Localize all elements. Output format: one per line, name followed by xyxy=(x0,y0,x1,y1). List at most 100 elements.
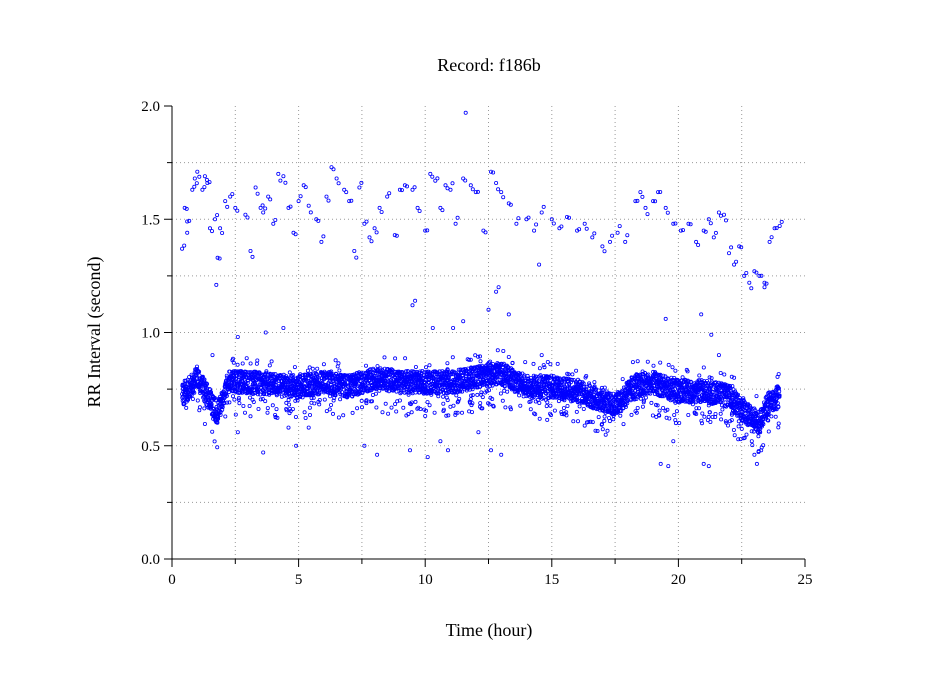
data-point xyxy=(686,412,691,417)
axes: 0 5 10 15 20 250.00.51.01.52.0 xyxy=(141,99,812,588)
data-point xyxy=(454,393,459,398)
data-point xyxy=(192,184,197,189)
data-point xyxy=(617,224,622,229)
data-point xyxy=(494,180,499,185)
data-point xyxy=(184,405,189,410)
data-point xyxy=(531,361,536,366)
y-tick-label: 2.0 xyxy=(141,99,160,115)
data-point xyxy=(422,370,427,375)
data-point xyxy=(409,410,414,415)
data-point xyxy=(706,464,711,469)
data-point xyxy=(776,372,781,377)
data-point xyxy=(666,464,671,469)
data-point xyxy=(584,226,589,231)
data-point xyxy=(608,239,613,244)
data-point xyxy=(681,228,686,233)
data-point xyxy=(635,198,640,203)
data-point xyxy=(235,362,240,367)
data-point xyxy=(394,389,399,394)
data-point xyxy=(592,380,597,385)
data-point xyxy=(209,402,214,407)
data-point xyxy=(284,408,289,413)
data-point xyxy=(204,381,209,386)
data-point xyxy=(354,380,359,385)
data-point xyxy=(463,110,468,115)
data-point xyxy=(253,185,258,190)
data-point xyxy=(496,285,501,290)
data-point xyxy=(186,385,191,390)
data-point xyxy=(336,181,341,186)
data-point xyxy=(446,413,451,418)
data-point xyxy=(517,393,522,398)
data-point xyxy=(552,408,557,413)
data-point xyxy=(711,235,716,240)
data-point xyxy=(237,401,242,406)
data-point xyxy=(231,360,236,365)
data-point xyxy=(478,359,483,364)
data-point xyxy=(516,216,521,221)
data-point xyxy=(303,415,308,420)
data-point xyxy=(470,393,475,398)
data-point xyxy=(506,354,511,359)
data-point xyxy=(310,366,315,371)
data-point xyxy=(450,181,455,186)
data-point xyxy=(265,410,270,415)
data-point xyxy=(582,221,587,226)
data-point xyxy=(271,221,276,226)
data-point xyxy=(244,356,249,361)
data-point xyxy=(419,380,424,385)
data-point xyxy=(217,256,222,261)
data-point xyxy=(263,372,268,377)
data-point xyxy=(559,224,564,229)
data-point xyxy=(726,423,731,428)
data-point xyxy=(401,405,406,410)
data-point xyxy=(769,414,774,419)
y-tick-label: 1.0 xyxy=(141,326,160,342)
data-point xyxy=(327,407,332,412)
data-point xyxy=(506,312,511,317)
data-point xyxy=(230,356,235,361)
data-point xyxy=(415,205,420,210)
data-point xyxy=(363,363,368,368)
data-point xyxy=(264,369,269,374)
data-point xyxy=(537,400,542,405)
data-point xyxy=(565,214,570,219)
data-point xyxy=(425,400,430,405)
data-point xyxy=(532,228,537,233)
data-point xyxy=(777,223,782,228)
data-point xyxy=(658,189,663,194)
data-point xyxy=(650,413,655,418)
data-point xyxy=(385,194,390,199)
data-point xyxy=(286,398,291,403)
data-point xyxy=(545,400,550,405)
data-point xyxy=(298,194,303,199)
data-point xyxy=(189,372,194,377)
data-point xyxy=(438,439,443,444)
data-point xyxy=(501,348,506,353)
data-point xyxy=(256,406,261,411)
data-point xyxy=(300,395,305,400)
data-point xyxy=(640,404,645,409)
data-point xyxy=(657,408,662,413)
data-point xyxy=(242,410,247,415)
data-point xyxy=(386,411,391,416)
data-point xyxy=(455,410,460,415)
data-point xyxy=(501,195,506,200)
data-point xyxy=(236,397,241,402)
chart-title: Record: f186b xyxy=(437,55,540,75)
data-point xyxy=(754,461,759,466)
data-point xyxy=(737,244,742,249)
data-point xyxy=(425,455,430,460)
data-point xyxy=(374,230,379,235)
data-point xyxy=(406,392,411,397)
data-point xyxy=(308,210,313,215)
data-point xyxy=(359,405,364,410)
data-point xyxy=(747,280,752,285)
data-point xyxy=(336,361,341,366)
data-point xyxy=(212,439,217,444)
data-point xyxy=(565,403,570,408)
data-point xyxy=(225,400,230,405)
data-point xyxy=(602,249,607,254)
data-point xyxy=(630,360,635,365)
data-point xyxy=(473,385,478,390)
